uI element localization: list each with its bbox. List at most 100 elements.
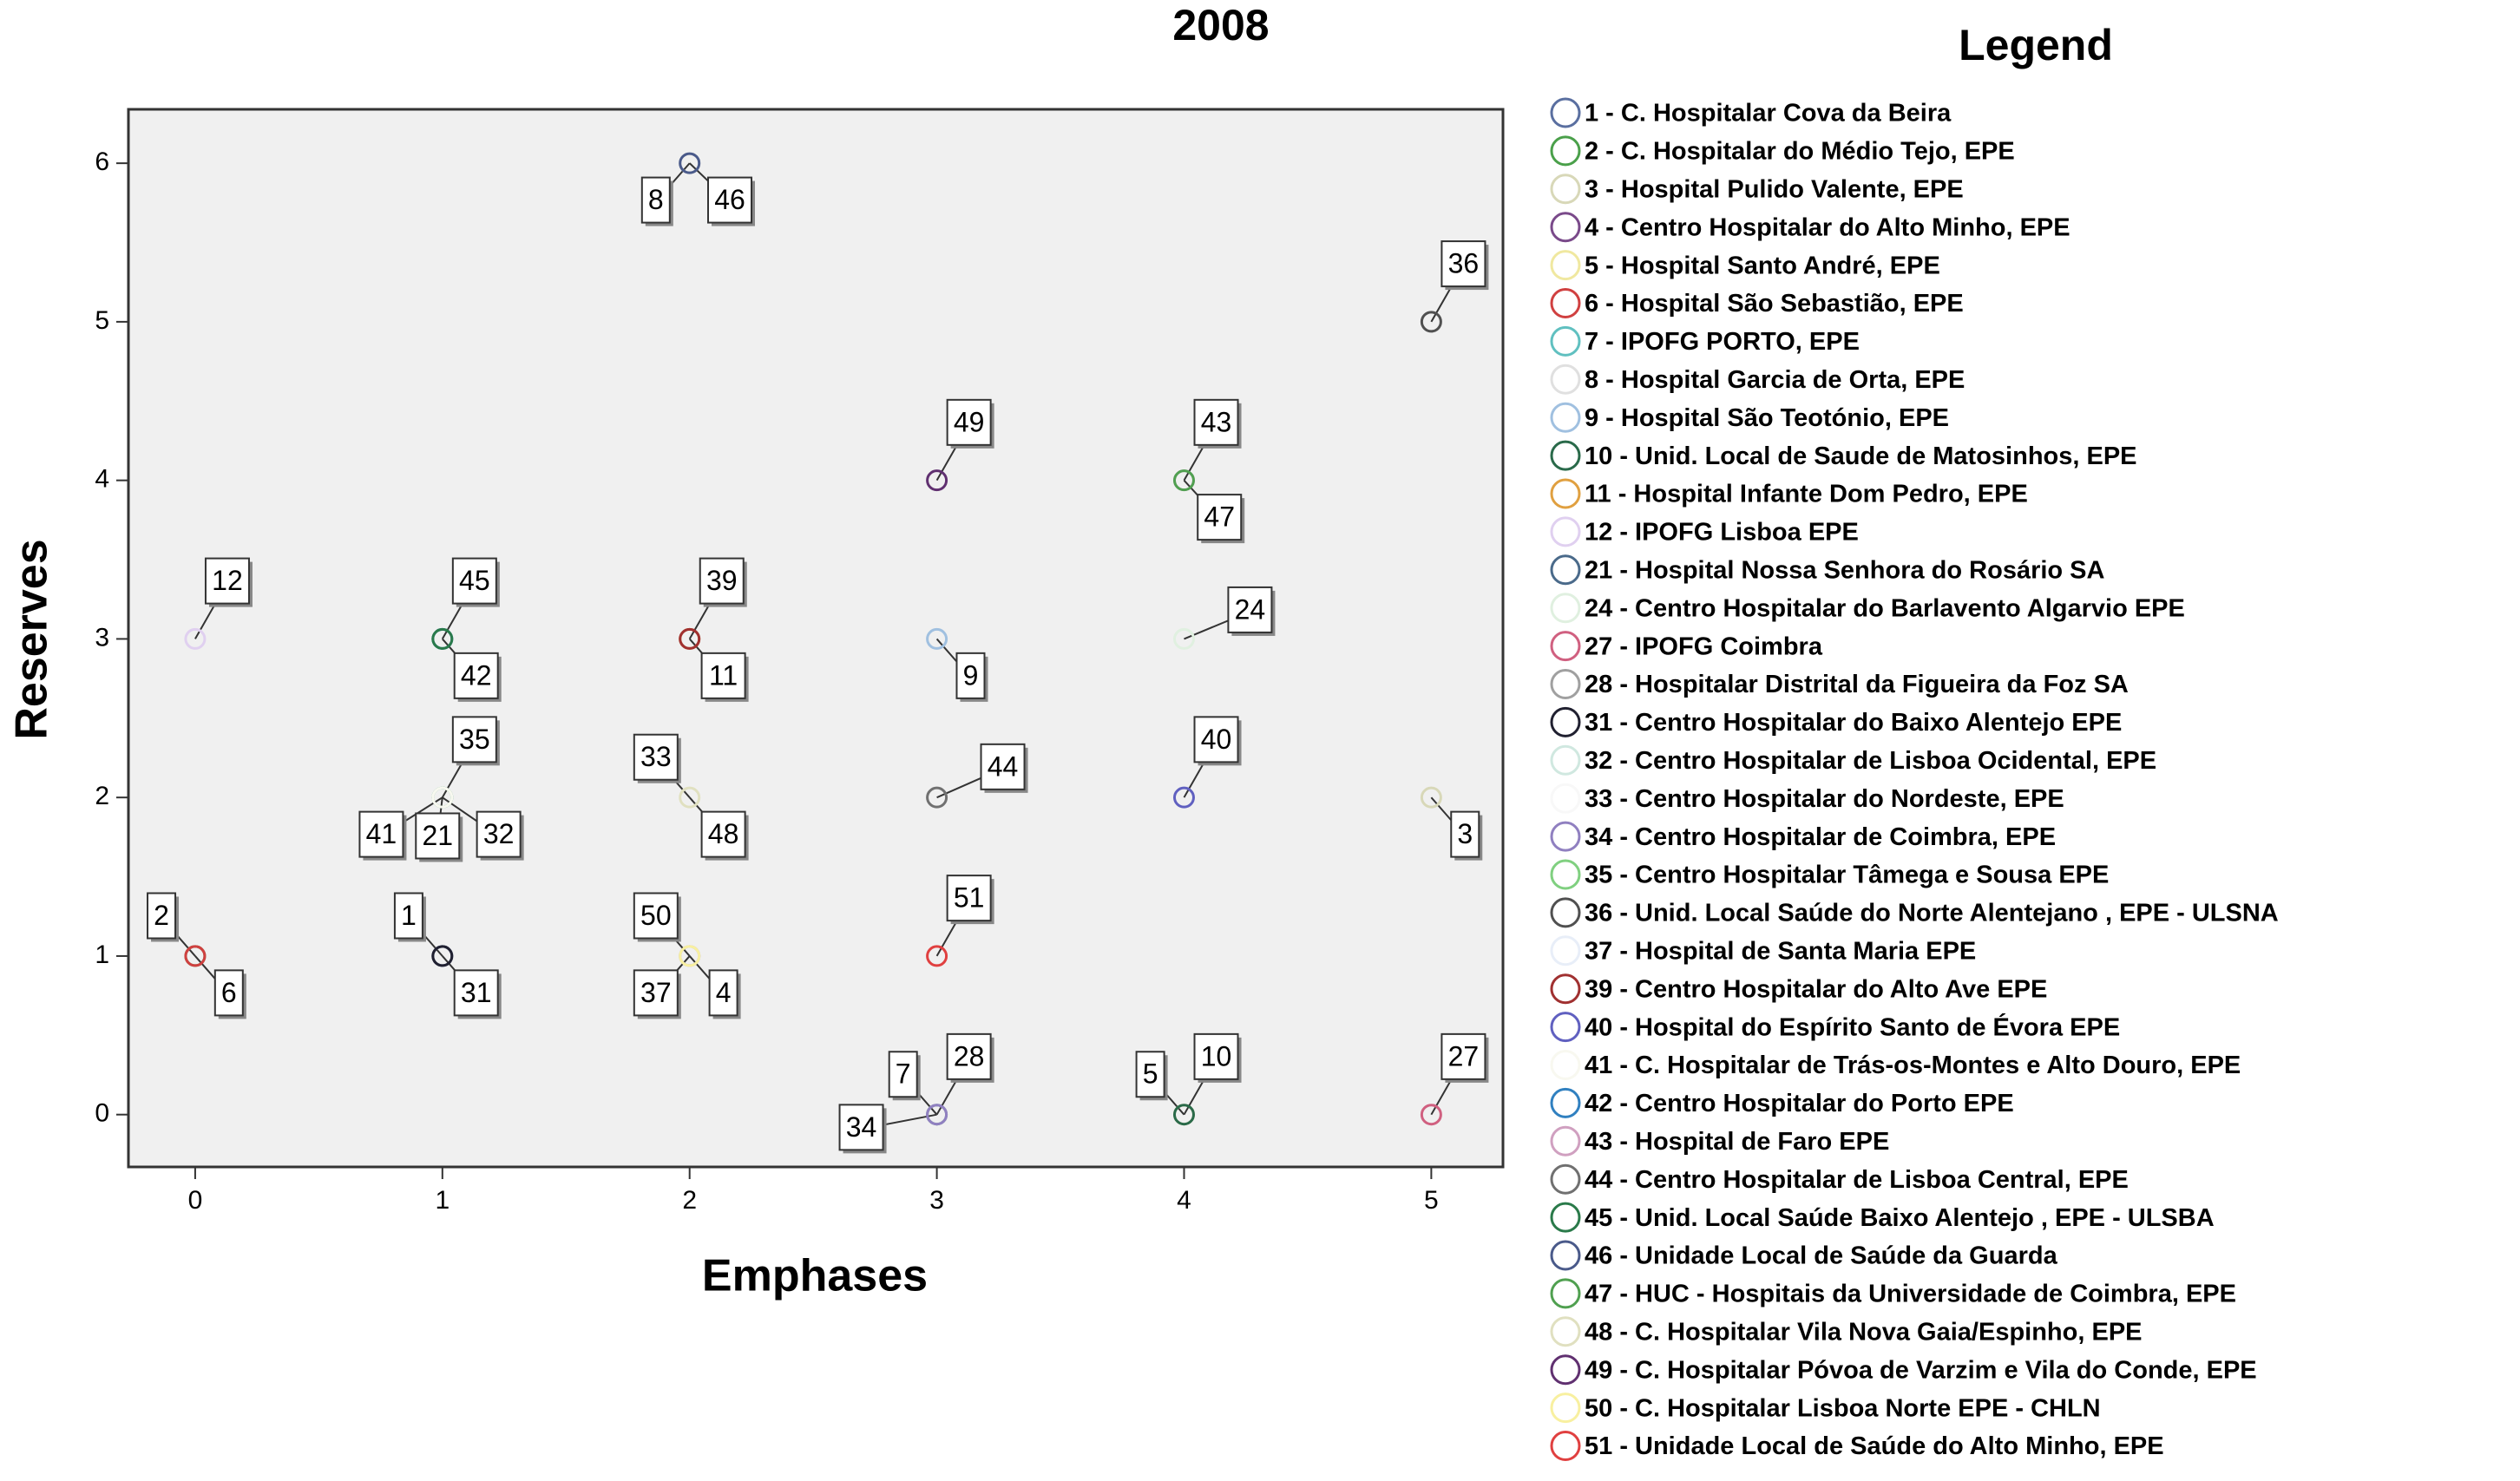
point-label: 49 [954,406,985,437]
legend-label: 8 - Hospital Garcia de Orta, EPE [1585,366,1965,394]
point-label: 45 [459,565,490,596]
legend-label: 41 - C. Hospitalar de Trás-os-Montes e A… [1585,1052,2241,1079]
point-label: 33 [640,741,672,772]
label-box [946,1032,992,1080]
point-label: 48 [708,818,739,849]
label-box [476,810,522,858]
legend-label: 45 - Unid. Local Saúde Baixo Alentejo , … [1585,1204,2215,1232]
legend-label: 48 - C. Hospitalar Vila Nova Gaia/Espinh… [1585,1318,2143,1346]
label-box [1450,810,1480,858]
y-tick-label: 0 [95,1099,109,1128]
point-label: 10 [1201,1040,1232,1071]
point-label: 50 [640,900,672,931]
label-box [980,743,1026,790]
plot-area [127,108,1505,1169]
label-box [700,652,746,699]
point-label: 21 [422,820,453,851]
legend-marker [1550,1163,1581,1195]
label-box [633,969,679,1017]
legend-marker [1550,554,1581,586]
point-label: 42 [461,659,492,691]
point [1172,627,1195,650]
x-tick-label: 1 [435,1186,450,1215]
point-label: 7 [896,1058,911,1090]
legend-marker [1550,1278,1581,1309]
legend-marker [1550,1316,1581,1347]
label-box [633,733,679,781]
label-box [888,1051,918,1098]
point [1172,469,1195,492]
point-label: 28 [954,1040,985,1071]
point-label: 39 [706,565,738,596]
legend-marker [1550,364,1581,395]
legend-marker [1550,1240,1581,1271]
legend-marker [1550,859,1581,890]
label-box [699,557,745,605]
label-box [1440,1032,1486,1080]
legend-marker [1550,135,1581,167]
point [1420,786,1442,809]
legend-label: 39 - Centro Hospitalar do Alto Ave EPE [1585,975,2047,1003]
label-box [415,812,461,860]
point-label: 3 [1457,818,1473,849]
legend-label: 36 - Unid. Local Saúde do Norte Alenteja… [1585,900,2279,927]
label-box [204,557,250,605]
legend-marker [1550,440,1581,471]
legend-label: 34 - Centro Hospitalar de Coimbra, EPE [1585,823,2056,851]
point [431,627,454,650]
label-box [453,969,499,1017]
y-tick-label: 6 [95,147,109,176]
legend-label: 28 - Hospitalar Distrital da Figueira da… [1585,671,2129,698]
label-box [1135,1051,1165,1098]
legend-label: 51 - Unidade Local de Saúde do Alto Minh… [1585,1432,2164,1460]
label-box [1227,586,1273,633]
point [926,945,948,967]
legend-marker [1550,1431,1581,1461]
legend-marker [1550,783,1581,814]
legend-marker [1550,669,1581,699]
legend-marker [1550,212,1581,243]
point [431,945,454,967]
y-axis-label: Reserves [7,539,57,739]
label-box [838,1104,884,1151]
legend-marker [1550,631,1581,662]
x-axis-label: Emphases [702,1251,928,1301]
point-label: 31 [461,977,492,1008]
legend-label: 32 - Centro Hospitalar de Lisboa Ocident… [1585,747,2156,775]
point [926,1104,948,1126]
legend-label: 31 - Centro Hospitalar do Baixo Alentejo… [1585,709,2122,737]
point-label: 51 [954,882,985,914]
label-box [1193,1032,1239,1080]
legend-label: 43 - Hospital de Faro EPE [1585,1128,1889,1156]
y-tick-label: 4 [95,465,109,494]
label-box [640,176,671,224]
point [1172,1104,1195,1126]
legend-marker [1550,897,1581,928]
legend-title: Legend [1959,21,2113,69]
legend-marker [1550,478,1581,509]
legend-label: 42 - Centro Hospitalar do Porto EPE [1585,1090,2014,1117]
legend-marker [1550,402,1581,433]
label-box [1193,398,1239,446]
point-label: 35 [459,724,490,755]
point [679,152,701,174]
y-tick-label: 3 [95,623,109,652]
point [679,627,701,650]
legend-marker [1550,1393,1581,1424]
x-tick-label: 2 [682,1186,697,1215]
legend-label: 21 - Hospital Nossa Senhora do Rosário S… [1585,556,2105,584]
legend-label: 4 - Centro Hospitalar do Alto Minho, EPE [1585,213,2070,241]
point-label: 27 [1448,1040,1480,1071]
legend-marker [1550,744,1581,776]
point-label: 36 [1448,248,1480,279]
label-box [1440,240,1486,288]
legend-marker [1550,325,1581,357]
point-label: 40 [1201,724,1232,755]
legend-label: 10 - Unid. Local de Saude de Matosinhos,… [1585,442,2137,470]
legend-marker [1550,593,1581,624]
legend-label: 37 - Hospital de Santa Maria EPE [1585,937,1976,965]
legend-marker [1550,1087,1581,1118]
legend-marker [1550,288,1581,318]
